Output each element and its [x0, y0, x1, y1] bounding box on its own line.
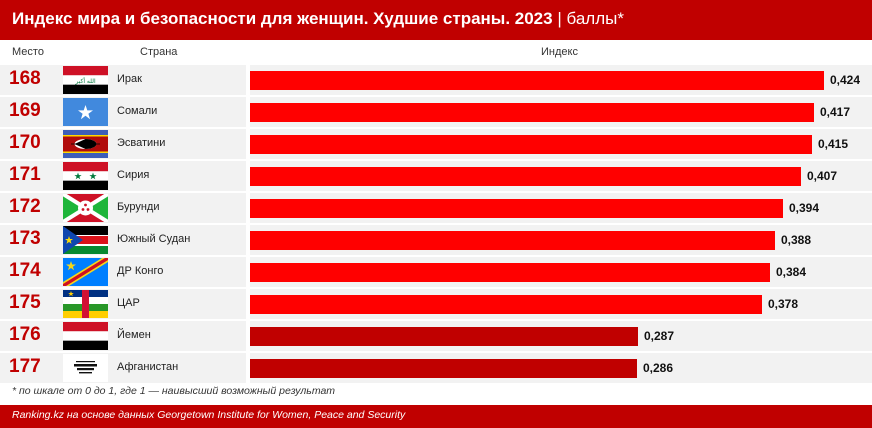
table-row: 169 Сомали 0,417: [0, 97, 872, 127]
table-row: 172 Бурунди 0,394: [0, 193, 872, 223]
syria-flag-icon: [63, 162, 108, 190]
chart-header: Индекс мира и безопасности для женщин. Х…: [0, 0, 872, 40]
bar: [250, 71, 824, 90]
row-divider: [246, 97, 250, 127]
column-header-country: Страна: [140, 46, 178, 58]
rank-label: 171: [9, 164, 41, 185]
rank-label: 172: [9, 196, 41, 217]
country-label: Ирак: [117, 73, 142, 85]
country-label: Эсватини: [117, 137, 166, 149]
country-label: Йемен: [117, 329, 151, 341]
row-divider: [246, 225, 250, 255]
bar: [250, 327, 638, 346]
table-row: 175 ЦАР 0,378: [0, 289, 872, 319]
value-label: 0,394: [789, 201, 820, 215]
eswatini-flag-icon: [63, 130, 108, 158]
bar: [250, 263, 770, 282]
row-divider: [246, 65, 250, 95]
row-divider: [246, 161, 250, 191]
rank-label: 175: [9, 292, 41, 313]
row-divider: [246, 129, 250, 159]
source-note: Ranking.kz на основе данных Georgetown I…: [12, 409, 406, 421]
value-label: 0,415: [818, 137, 849, 151]
bar: [250, 359, 637, 378]
row-divider: [246, 321, 250, 351]
rank-label: 176: [9, 324, 41, 345]
somalia-flag-icon: [63, 98, 108, 126]
rank-label: 168: [9, 68, 41, 89]
row-divider: [246, 353, 250, 383]
table-row: 168 الله أكبر Ирак 0,424: [0, 65, 872, 95]
rank-label: 174: [9, 260, 41, 281]
value-label: 0,286: [643, 361, 674, 375]
iraq-flag-icon: الله أكبر: [63, 66, 108, 94]
row-divider: [246, 289, 250, 319]
car-flag-icon: [63, 290, 108, 318]
table-row: 177 Афганистан 0,286: [0, 353, 872, 383]
bar: [250, 231, 775, 250]
value-label: 0,424: [830, 73, 861, 87]
table-row: 174 ДР Конго 0,384: [0, 257, 872, 287]
south-sudan-flag-icon: [63, 226, 108, 254]
bar: [250, 135, 812, 154]
rank-label: 177: [9, 356, 41, 377]
row-divider: [246, 257, 250, 287]
value-label: 0,417: [820, 105, 851, 119]
column-header-rank: Место: [12, 46, 44, 58]
value-label: 0,388: [781, 233, 812, 247]
value-label: 0,407: [807, 169, 838, 183]
yemen-flag-icon: [63, 322, 108, 350]
dr-congo-flag-icon: [63, 258, 108, 286]
footnote: * по шкале от 0 до 1, где 1 — наивысший …: [12, 385, 336, 397]
table-row: 170 Эсватини 0,415: [0, 129, 872, 159]
rank-label: 169: [9, 100, 41, 121]
chart-unit: | баллы*: [557, 9, 624, 28]
value-label: 0,378: [768, 297, 799, 311]
country-label: Сирия: [117, 169, 150, 181]
bar: [250, 199, 783, 218]
table-row: 171 Сирия 0,407: [0, 161, 872, 191]
row-divider: [246, 193, 250, 223]
bar: [250, 103, 814, 122]
chart-title-text: Индекс мира и безопасности для женщин. Х…: [12, 9, 553, 28]
country-label: Южный Судан: [117, 233, 191, 245]
chart-footer: Ranking.kz на основе данных Georgetown I…: [0, 405, 872, 428]
bar: [250, 295, 762, 314]
table-row: 173 Южный Судан 0,388: [0, 225, 872, 255]
country-label: Афганистан: [117, 361, 179, 373]
value-label: 0,287: [644, 329, 675, 343]
country-label: ДР Конго: [117, 265, 164, 277]
value-label: 0,384: [776, 265, 807, 279]
burundi-flag-icon: [63, 194, 108, 222]
bar: [250, 167, 801, 186]
country-label: ЦАР: [117, 297, 140, 309]
chart-title: Индекс мира и безопасности для женщин. Х…: [12, 9, 624, 29]
afghanistan-flag-icon: [63, 354, 108, 382]
svg-text:الله أكبر: الله أكبر: [74, 77, 96, 85]
rank-label: 173: [9, 228, 41, 249]
column-header-index: Индекс: [541, 46, 578, 58]
rank-label: 170: [9, 132, 41, 153]
table-row: 176 Йемен 0,287: [0, 321, 872, 351]
country-label: Бурунди: [117, 201, 160, 213]
country-label: Сомали: [117, 105, 158, 117]
